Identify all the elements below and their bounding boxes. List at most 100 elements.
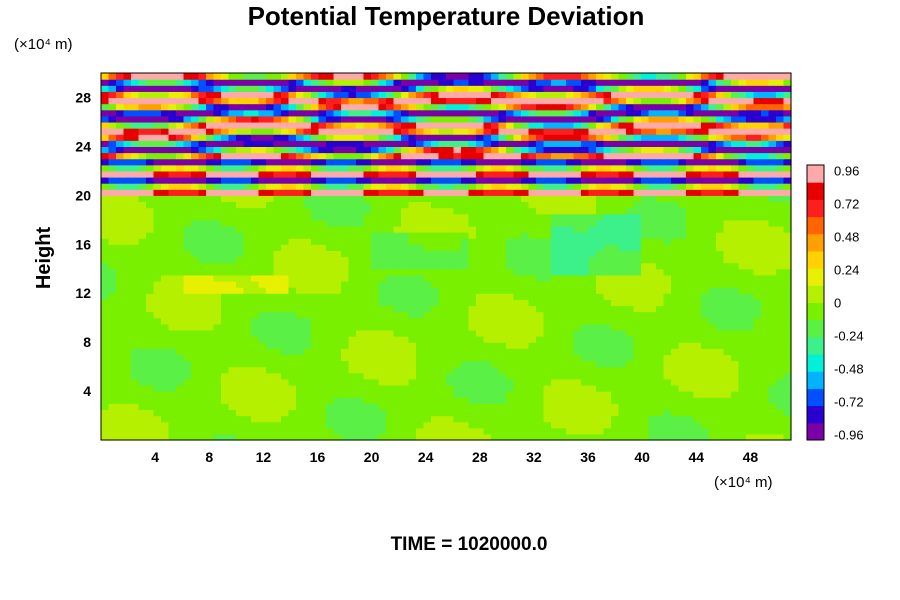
heatmap-cell (686, 329, 695, 337)
heatmap-cell (386, 238, 395, 245)
heatmap-cell (536, 384, 545, 392)
heatmap-cell (393, 109, 402, 117)
heatmap-cell (566, 299, 575, 307)
heatmap-cell (468, 293, 477, 300)
heatmap-cell (108, 403, 117, 411)
heatmap-cell (266, 109, 275, 117)
heatmap-cell (236, 348, 245, 355)
heatmap-cell (776, 342, 785, 349)
heatmap-cell (236, 409, 245, 417)
heatmap-cell (738, 433, 747, 441)
heatmap-cell (221, 183, 230, 190)
heatmap-cell (656, 372, 665, 380)
heatmap-cell (198, 213, 207, 221)
heatmap-cell (446, 287, 455, 294)
heatmap-cell (603, 238, 612, 245)
heatmap-cell (768, 121, 777, 129)
heatmap-cell (626, 170, 635, 178)
heatmap-cell (423, 403, 432, 411)
heatmap-cell (386, 280, 395, 288)
heatmap-cell (363, 336, 372, 343)
heatmap-cell (296, 342, 305, 349)
heatmap-cell (768, 293, 777, 300)
heatmap-cell (551, 146, 560, 154)
heatmap-cell (783, 409, 792, 417)
heatmap-cell (566, 274, 575, 282)
heatmap-cell (746, 232, 755, 239)
heatmap-cell (491, 207, 500, 215)
heatmap-cell (146, 372, 155, 380)
heatmap-cell (273, 189, 282, 196)
heatmap-cell (701, 299, 710, 307)
heatmap-cell (581, 274, 590, 282)
heatmap-cell (648, 128, 657, 135)
heatmap-cell (446, 336, 455, 343)
heatmap-cell (543, 268, 552, 276)
heatmap-cell (243, 317, 252, 325)
heatmap-cell (198, 183, 207, 190)
heatmap-cell (161, 189, 170, 196)
heatmap-cell (581, 170, 590, 178)
heatmap-cell (783, 262, 792, 270)
heatmap-cell (356, 262, 365, 270)
heatmap-cell (618, 262, 627, 270)
heatmap-cell (153, 115, 162, 123)
heatmap-cell (716, 280, 725, 288)
heatmap-cell (536, 232, 545, 239)
heatmap-cell (161, 305, 170, 313)
heatmap-cell (491, 403, 500, 411)
heatmap-cell (656, 366, 665, 374)
heatmap-cell (303, 268, 312, 276)
heatmap-cell (708, 250, 717, 258)
heatmap-cell (168, 268, 177, 276)
heatmap-cell (356, 152, 365, 160)
heatmap-cell (431, 158, 440, 166)
heatmap-cell (648, 140, 657, 147)
heatmap-cell (243, 372, 252, 380)
heatmap-cell (678, 384, 687, 392)
heatmap-cell (273, 403, 282, 411)
heatmap-cell (393, 421, 402, 429)
heatmap-cell (731, 433, 740, 441)
heatmap-cell (363, 115, 372, 123)
heatmap-cell (348, 409, 357, 417)
heatmap-cell (176, 232, 185, 239)
heatmap-cell (701, 329, 710, 337)
heatmap-cell (108, 170, 117, 178)
heatmap-cell (461, 262, 470, 270)
heatmap-cell (708, 384, 717, 392)
heatmap-cell (281, 336, 290, 343)
heatmap-cell (146, 427, 155, 435)
heatmap-cell (776, 348, 785, 355)
heatmap-cell (101, 329, 110, 337)
heatmap-cell (221, 323, 230, 331)
heatmap-cell (768, 342, 777, 349)
heatmap-cell (131, 305, 140, 313)
heatmap-cell (258, 287, 267, 294)
heatmap-cell (348, 176, 357, 184)
heatmap-cell (273, 299, 282, 307)
heatmap-cell (243, 115, 252, 123)
heatmap-cell (386, 244, 395, 251)
heatmap-cell (761, 274, 770, 282)
heatmap-cell (506, 152, 515, 160)
heatmap-cell (116, 250, 125, 258)
heatmap-cell (408, 415, 417, 423)
heatmap-cell (648, 287, 657, 294)
heatmap-cell (588, 128, 597, 135)
heatmap-cell (123, 232, 132, 239)
heatmap-cell (146, 378, 155, 386)
heatmap-cell (356, 128, 365, 135)
heatmap-cell (288, 207, 297, 215)
heatmap-cell (318, 183, 327, 190)
heatmap-cell (168, 146, 177, 154)
heatmap-cell (768, 421, 777, 429)
heatmap-cell (146, 305, 155, 313)
heatmap-cell (468, 121, 477, 129)
heatmap-cell (573, 305, 582, 313)
heatmap-cell (513, 280, 522, 288)
heatmap-cell (311, 140, 320, 147)
heatmap-cell (483, 391, 492, 398)
heatmap-cell (438, 311, 447, 319)
heatmap-cell (333, 158, 342, 166)
